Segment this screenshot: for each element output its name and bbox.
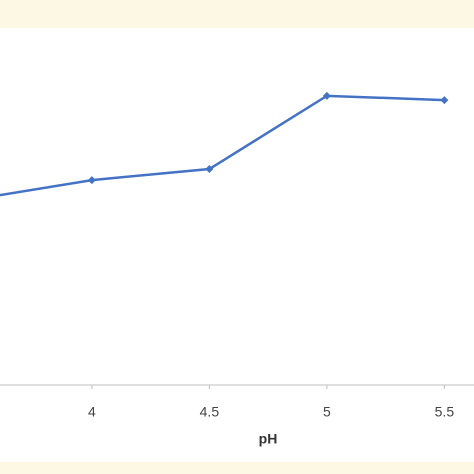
x-tick-label: 4.5 — [200, 404, 220, 420]
x-axis-label: pH — [259, 431, 278, 447]
point — [440, 96, 449, 105]
point — [205, 165, 214, 174]
point — [87, 176, 96, 185]
plot-area — [0, 28, 474, 462]
x-tick-label: 4 — [88, 404, 96, 420]
x-tick-label: 5.5 — [435, 404, 455, 420]
x-tick-label: 5 — [323, 404, 331, 420]
point — [322, 91, 331, 100]
